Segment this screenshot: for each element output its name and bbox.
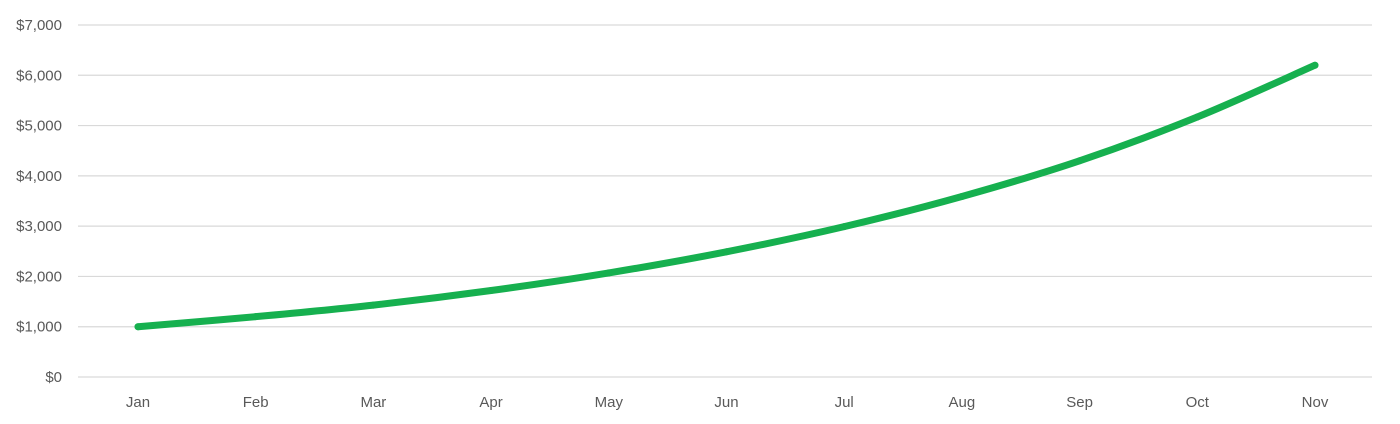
x-tick-label: Jan: [126, 394, 150, 411]
x-tick-label: Jul: [835, 394, 854, 411]
data-point: [840, 223, 848, 231]
data-point: [1311, 61, 1319, 69]
gridlines: [78, 24, 1372, 378]
x-tick-label: May: [595, 394, 624, 411]
y-tick-label: $5,000: [16, 118, 62, 135]
data-point: [1193, 113, 1201, 121]
data-point: [487, 287, 495, 295]
y-tick-label: $0: [45, 369, 62, 386]
y-tick-label: $4,000: [16, 168, 62, 185]
x-tick-label: Mar: [360, 394, 386, 411]
x-tick-label: Oct: [1186, 394, 1210, 411]
y-tick-label: $2,000: [16, 268, 62, 285]
x-tick-label: Aug: [949, 394, 976, 411]
series-group: [134, 61, 1319, 331]
data-point: [605, 269, 613, 277]
y-tick-label: $1,000: [16, 319, 62, 336]
x-tick-label: Feb: [243, 394, 269, 411]
x-axis-labels: Jan Feb Mar Apr May Jun Jul Aug Sep Oct Nov: [126, 394, 1329, 411]
data-point: [252, 313, 260, 321]
y-axis-labels: $0 $1,000 $2,000 $3,000 $4,000 $5,000 $6,000 $7…: [16, 17, 62, 386]
x-tick-label: Apr: [479, 394, 502, 411]
data-point: [369, 301, 377, 309]
series-line: [134, 61, 1319, 331]
x-tick-label: Nov: [1302, 394, 1329, 411]
data-point: [723, 248, 730, 256]
x-tick-label: Sep: [1066, 394, 1093, 411]
y-tick-label: $6,000: [16, 67, 62, 84]
y-tick-label: $7,000: [16, 17, 62, 34]
y-tick-label: $3,000: [16, 218, 62, 235]
data-point: [134, 323, 142, 331]
x-tick-label: Jun: [714, 394, 738, 411]
data-point: [958, 192, 966, 200]
data-point: [1076, 157, 1084, 165]
